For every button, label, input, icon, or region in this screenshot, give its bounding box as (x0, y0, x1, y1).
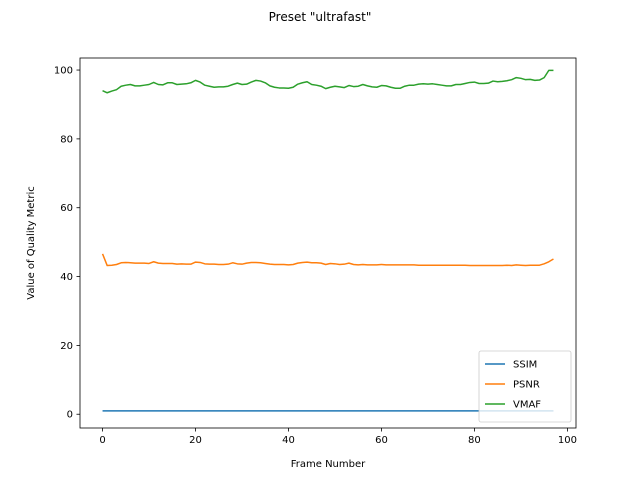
legend-label-ssim: SSIM (513, 360, 537, 371)
x-tick-label: 0 (99, 435, 105, 446)
series-line-vmaf (102, 69, 554, 94)
y-tick-label: 80 (60, 134, 73, 145)
y-tick-label: 0 (67, 410, 73, 421)
y-tick-label: 60 (60, 203, 73, 214)
legend: SSIM PSNR VMAF (478, 350, 572, 423)
legend-label-vmaf: VMAF (513, 400, 541, 411)
y-axis-label: Value of Quality Metric (26, 186, 37, 299)
x-tick-label: 20 (189, 435, 202, 446)
y-axis: 0 20 40 60 80 100 (54, 66, 80, 421)
x-tick-label: 60 (375, 435, 388, 446)
x-axis: 0 20 40 60 80 100 (99, 428, 577, 446)
x-tick-label: 40 (282, 435, 295, 446)
y-tick-label: 40 (60, 272, 73, 283)
series-line-psnr (101, 253, 554, 267)
legend-label-psnr: PSNR (513, 380, 540, 391)
x-tick-label: 100 (558, 435, 577, 446)
x-axis-label: Frame Number (291, 459, 366, 470)
chart-title: Preset "ultrafast" (269, 10, 372, 24)
y-tick-label: 100 (54, 66, 73, 77)
plot-lines (101, 69, 554, 412)
y-tick-label: 20 (60, 341, 73, 352)
x-tick-label: 80 (468, 435, 481, 446)
plot-frame (79, 57, 577, 429)
